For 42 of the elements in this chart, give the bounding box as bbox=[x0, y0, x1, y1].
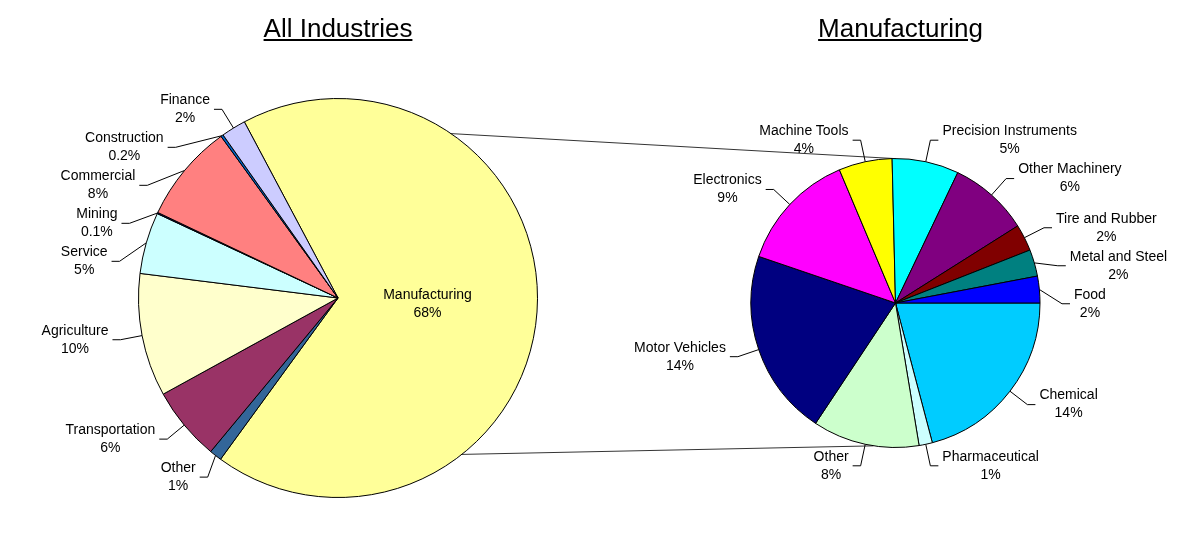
data-label: 5% bbox=[74, 261, 95, 278]
slice-label: Electronics bbox=[693, 171, 762, 188]
slice-label: Other bbox=[160, 458, 197, 475]
data-label: 1% bbox=[168, 476, 189, 493]
data-label: 5% bbox=[999, 140, 1020, 157]
slice-label: Construction bbox=[85, 129, 164, 146]
slice-label: Manufacturing bbox=[383, 286, 472, 303]
slice-label: Commercial bbox=[60, 167, 136, 184]
data-label: 10% bbox=[60, 339, 90, 356]
data-label: 2% bbox=[1108, 265, 1129, 282]
slice-label: Metal and Steel bbox=[1069, 247, 1168, 264]
data-label: 68% bbox=[413, 304, 442, 321]
data-label: 14% bbox=[665, 356, 694, 373]
data-label: 6% bbox=[1059, 178, 1080, 195]
data-label: 14% bbox=[1054, 404, 1083, 421]
data-label: 8% bbox=[821, 465, 842, 482]
slice-label: Food bbox=[1073, 285, 1106, 302]
slice-label: Other Machinery bbox=[1018, 160, 1122, 177]
data-label: 2% bbox=[174, 109, 196, 126]
slice-label: Pharmaceutical bbox=[942, 447, 1039, 464]
data-label: 4% bbox=[793, 140, 814, 157]
data-label: 8% bbox=[87, 185, 109, 202]
data-label: 6% bbox=[100, 438, 121, 455]
data-label: 9% bbox=[717, 189, 738, 206]
slice-label: Machine Tools bbox=[759, 122, 849, 139]
slice-label: Service bbox=[60, 243, 108, 260]
data-label: 0.2% bbox=[108, 147, 141, 164]
slice-label: Tire and Rubber bbox=[1056, 209, 1158, 226]
data-label: 0.1% bbox=[80, 223, 113, 240]
slice-label: Precision Instruments bbox=[942, 122, 1077, 139]
slice-label: Mining bbox=[76, 205, 118, 222]
data-label: 2% bbox=[1096, 227, 1117, 244]
slice-label: Transportation bbox=[65, 420, 156, 437]
data-label: 2% bbox=[1079, 303, 1101, 320]
data-label: 1% bbox=[980, 465, 1001, 482]
slice-label: Other bbox=[813, 447, 849, 464]
chart-title: Manufacturing bbox=[817, 12, 984, 45]
slice-label: Chemical bbox=[1039, 386, 1098, 403]
slice-label: Motor Vehicles bbox=[634, 338, 726, 355]
slice-label: Finance bbox=[160, 91, 211, 108]
chart-title: All Industries bbox=[262, 12, 414, 45]
slice-label: Agriculture bbox=[41, 321, 109, 338]
